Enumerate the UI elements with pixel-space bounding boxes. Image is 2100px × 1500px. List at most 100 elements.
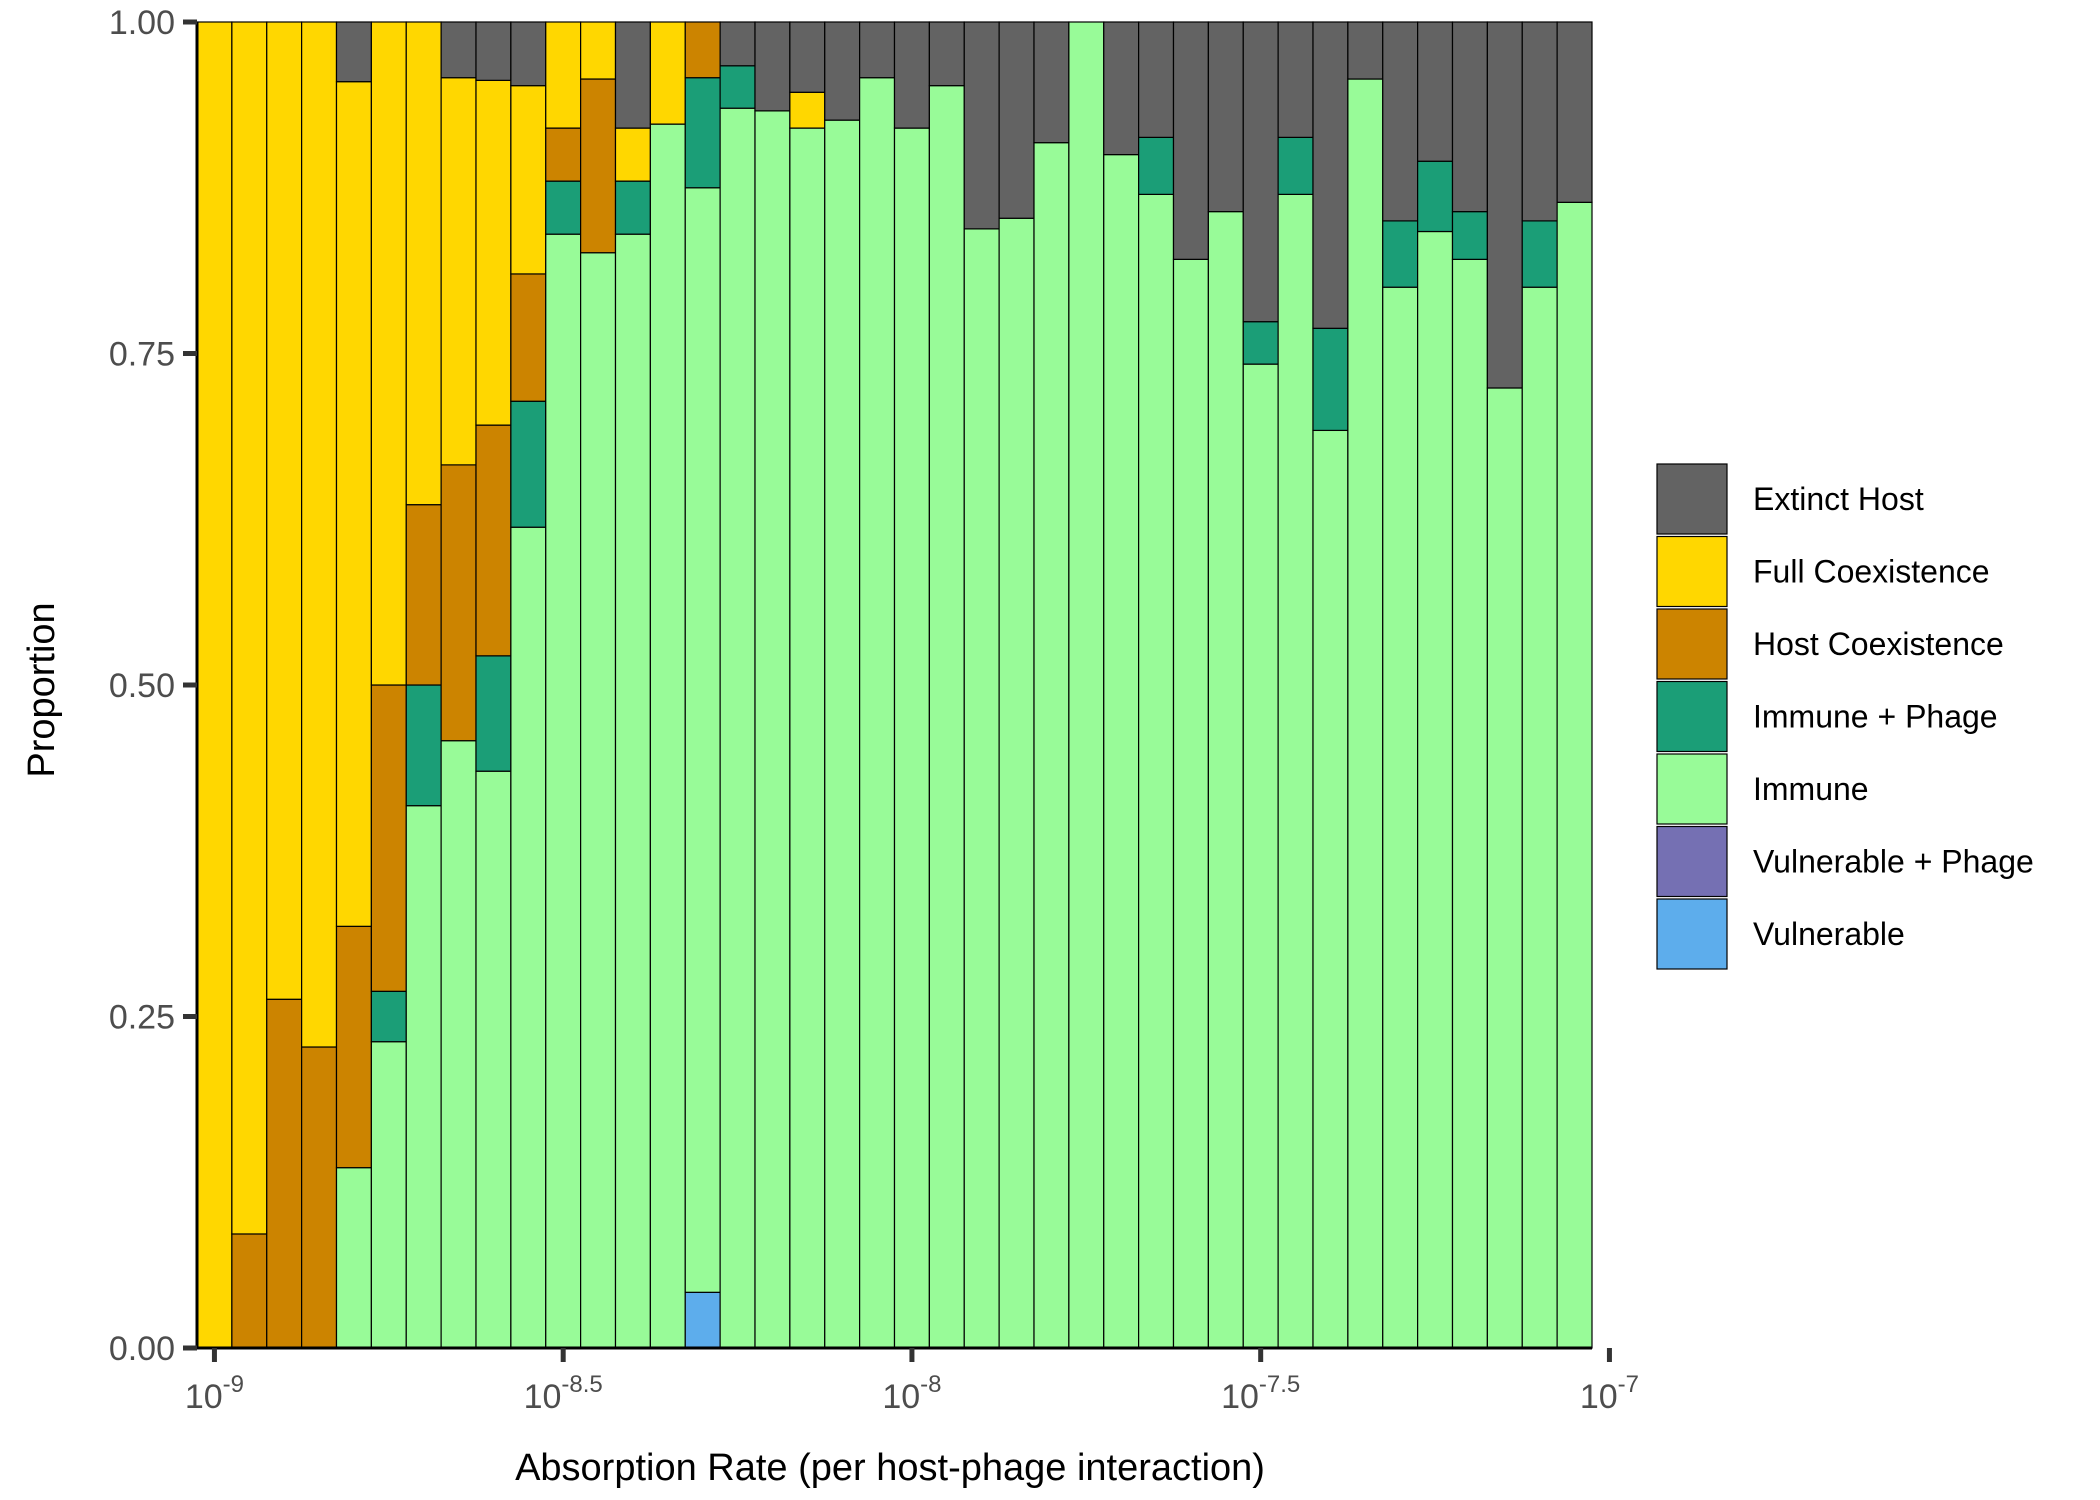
legend-item: Vulnerable + Phage bbox=[1656, 825, 2034, 898]
bar-stack bbox=[1277, 21, 1314, 1349]
bar-segment bbox=[1521, 286, 1558, 1349]
bar-segment bbox=[1312, 21, 1349, 329]
x-tick-power: -7 bbox=[1618, 1371, 1639, 1398]
bar-stack bbox=[684, 21, 721, 1349]
bar-stack bbox=[859, 21, 896, 1349]
bar-segment bbox=[510, 85, 547, 275]
x-tick-label: 10-8.5 bbox=[524, 1371, 603, 1416]
x-tick-label: 10-8 bbox=[882, 1371, 941, 1416]
bar-stack bbox=[370, 21, 407, 1349]
bar-segment bbox=[1451, 211, 1488, 260]
bar-segment bbox=[684, 1291, 721, 1349]
legend-item: Full Coexistence bbox=[1656, 535, 1990, 608]
legend-item: Immune bbox=[1656, 753, 1869, 825]
x-tick-power: -8.5 bbox=[561, 1371, 602, 1398]
bar-stack bbox=[789, 21, 826, 1349]
bar-segment bbox=[928, 85, 965, 1349]
legend-item: Host Coexistence bbox=[1656, 608, 2004, 680]
bar-stack bbox=[1068, 21, 1105, 1349]
bar-segment bbox=[405, 805, 442, 1349]
legend-label: Immune bbox=[1753, 771, 1869, 807]
bar-segment bbox=[475, 655, 512, 772]
bar-segment bbox=[440, 464, 477, 742]
bar-segment bbox=[440, 77, 477, 466]
bar-segment bbox=[580, 21, 617, 80]
bar-stack bbox=[196, 21, 233, 1349]
bar-segment bbox=[1521, 220, 1558, 288]
bar-stack bbox=[335, 21, 372, 1349]
bar-segment bbox=[1033, 21, 1070, 144]
legend-item: Vulnerable bbox=[1656, 898, 1905, 970]
bar-stack bbox=[580, 21, 617, 1349]
bar-segment bbox=[231, 1233, 268, 1349]
bar-segment bbox=[475, 21, 512, 81]
bar-stack bbox=[231, 21, 268, 1349]
bar-segment bbox=[1277, 136, 1314, 195]
bar-segment bbox=[370, 684, 407, 992]
bar-stack bbox=[1417, 21, 1454, 1349]
bar-stack bbox=[1521, 21, 1558, 1349]
bar-segment bbox=[266, 998, 303, 1349]
bar-segment bbox=[1347, 78, 1384, 1349]
bar-segment bbox=[859, 77, 896, 1349]
bar-stack bbox=[545, 21, 582, 1349]
bar-segment bbox=[1242, 363, 1279, 1349]
legend-item: Extinct Host bbox=[1656, 463, 1924, 535]
legend-label: Vulnerable + Phage bbox=[1753, 844, 2034, 880]
bar-segment bbox=[266, 21, 303, 1000]
bar-segment bbox=[1312, 327, 1349, 432]
bar-segment bbox=[614, 127, 651, 182]
bar-segment bbox=[684, 187, 721, 1293]
bar-stack bbox=[754, 21, 791, 1349]
x-tick-label: 10-9 bbox=[185, 1371, 244, 1416]
bar-segment bbox=[1312, 429, 1349, 1349]
x-tick-base: 10 bbox=[882, 1378, 920, 1416]
bar-segment bbox=[1277, 21, 1314, 138]
bar-segment bbox=[614, 21, 651, 129]
bar-segment bbox=[649, 123, 686, 1349]
bar-segment bbox=[1451, 21, 1488, 213]
bar-segment bbox=[370, 1041, 407, 1349]
bar-segment bbox=[1556, 21, 1593, 203]
x-tick-base: 10 bbox=[185, 1378, 223, 1416]
bar-segment bbox=[789, 91, 826, 129]
x-tick-base: 10 bbox=[1580, 1378, 1618, 1416]
bar-segment bbox=[1382, 286, 1419, 1349]
x-tick-power: -9 bbox=[223, 1371, 244, 1398]
legend-label: Full Coexistence bbox=[1753, 554, 1990, 590]
bar-segment bbox=[963, 21, 1000, 230]
x-axis-title: Absorption Rate (per host-phage interact… bbox=[515, 1447, 1265, 1489]
legend: Extinct Host Full Coexistence Host Coexist… bbox=[1656, 463, 2034, 970]
bar-segment bbox=[370, 21, 407, 686]
bar-stack bbox=[1451, 21, 1488, 1349]
y-axis-title: Proportion bbox=[21, 602, 63, 777]
legend-swatch bbox=[1656, 680, 1728, 753]
bars-layer bbox=[196, 21, 1593, 1349]
legend-label: Host Coexistence bbox=[1753, 626, 2004, 662]
x-tick-base: 10 bbox=[1221, 1378, 1259, 1416]
bar-segment bbox=[1486, 21, 1523, 389]
bar-segment bbox=[545, 180, 582, 235]
bar-stack bbox=[510, 21, 547, 1349]
bar-segment bbox=[580, 78, 617, 254]
bar-segment bbox=[301, 21, 338, 1048]
bar-stack bbox=[1103, 21, 1140, 1349]
bar-segment bbox=[1068, 21, 1105, 1349]
bar-segment bbox=[893, 21, 930, 129]
bar-stack bbox=[405, 21, 442, 1349]
bar-stack bbox=[1486, 21, 1523, 1349]
legend-swatch bbox=[1656, 825, 1728, 898]
bar-stack bbox=[893, 21, 930, 1349]
bar-segment bbox=[789, 127, 826, 1349]
legend-label: Extinct Host bbox=[1753, 481, 1924, 517]
bar-segment bbox=[1138, 136, 1175, 195]
legend-swatch bbox=[1656, 898, 1728, 970]
bar-segment bbox=[231, 21, 268, 1235]
bar-segment bbox=[545, 127, 582, 182]
x-tick-power: -8 bbox=[920, 1371, 941, 1398]
bar-segment bbox=[475, 79, 512, 426]
bar-stack bbox=[649, 21, 686, 1349]
bar-segment bbox=[893, 127, 930, 1349]
